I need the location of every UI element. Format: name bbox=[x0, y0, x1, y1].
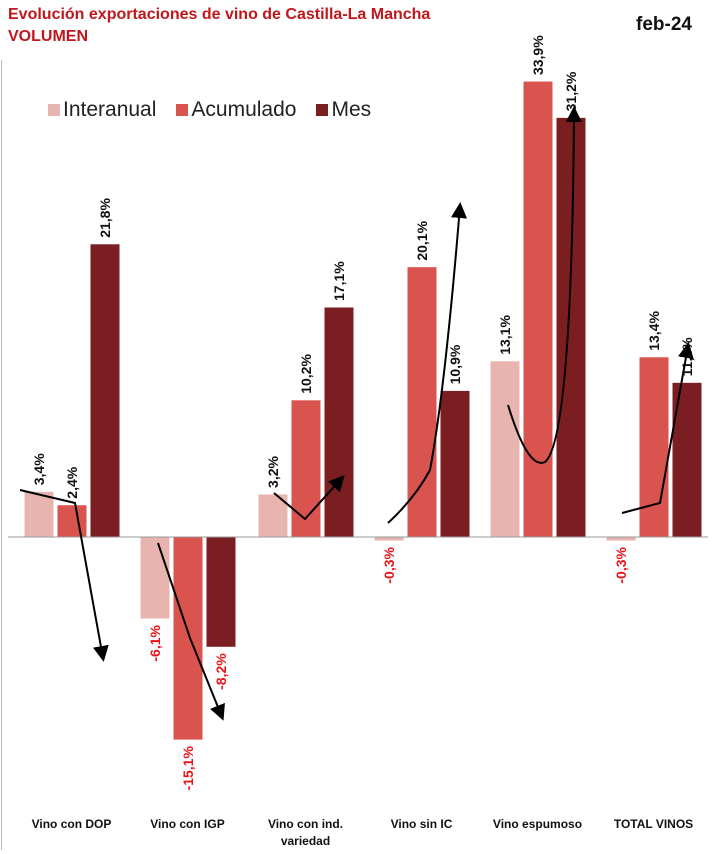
value-label-variedad-mes: 17,1% bbox=[331, 261, 347, 301]
trend-arrow-igp bbox=[157, 542, 225, 721]
chart-date: feb-24 bbox=[636, 14, 692, 35]
category-label-dop: Vino con DOP bbox=[32, 817, 112, 831]
bar-sin-ic-acumulado bbox=[406, 266, 438, 538]
value-label-igp-acumulado: -15,1% bbox=[180, 746, 196, 791]
bar-variedad-acumulado bbox=[290, 399, 322, 538]
legend-swatch-acumulado bbox=[176, 104, 189, 116]
value-label-total-acumulado: 13,4% bbox=[646, 311, 662, 351]
value-label-dop-mes: 21,8% bbox=[97, 198, 113, 238]
category-label-sin-ic: Vino sin IC bbox=[391, 817, 453, 831]
category-label-total: TOTAL VINOS bbox=[614, 817, 693, 831]
chart-title-line2: VOLUMEN bbox=[8, 28, 88, 45]
value-label-espumoso-mes: 31,2% bbox=[563, 71, 579, 111]
category-label-igp: Vino con IGP bbox=[150, 817, 224, 831]
trend-arrow-espumoso bbox=[507, 106, 582, 464]
value-label-sin-ic-acumulado: 20,1% bbox=[414, 220, 430, 260]
value-label-variedad-acumulado: 10,2% bbox=[298, 354, 314, 394]
bar-dop-acumulado bbox=[56, 504, 88, 538]
bar-variedad-mes bbox=[323, 306, 355, 538]
value-label-variedad-interanual: 3,2% bbox=[265, 455, 281, 487]
trend-arrow-dop bbox=[19, 489, 109, 662]
legend-label-interanual: Interanual bbox=[63, 98, 157, 121]
chart-title: Evolución exportaciones de vino de Casti… bbox=[8, 4, 430, 48]
chart-legend: Interanual Acumulado Mes bbox=[48, 98, 371, 122]
chart-title-line1: Evolución exportaciones de vino de Casti… bbox=[8, 6, 431, 23]
value-label-sin-ic-interanual: -0,3% bbox=[381, 546, 397, 583]
category-labels-layer: Vino con DOP Vino con IGP Vino con ind. var… bbox=[32, 817, 694, 848]
legend-item-mes: Mes bbox=[316, 98, 371, 122]
bar-igp-interanual bbox=[139, 536, 171, 620]
value-label-espumoso-acumulado: 33,9% bbox=[530, 35, 546, 75]
category-label-variedad: Vino con ind. bbox=[268, 817, 343, 831]
bar-dop-mes bbox=[89, 243, 121, 538]
value-labels-layer: 3,4% 2,4% 21,8% -6,1% -15,1% -8,2% 3,2% 10,2% 17… bbox=[31, 35, 695, 791]
category-label-variedad-line2: variedad bbox=[281, 834, 330, 848]
trend-arrow-variedad bbox=[273, 475, 345, 521]
trend-arrow-total bbox=[621, 342, 694, 514]
bar-espumoso-interanual bbox=[489, 360, 521, 538]
bars-layer bbox=[23, 80, 703, 741]
trend-arrow-sin-ic bbox=[387, 202, 467, 524]
value-label-espumoso-interanual: 13,1% bbox=[497, 315, 513, 355]
bar-sin-ic-mes bbox=[439, 389, 471, 538]
legend-swatch-interanual bbox=[48, 104, 60, 116]
value-label-dop-acumulado: 2,4% bbox=[64, 466, 80, 498]
value-label-total-interanual: -0,3% bbox=[613, 546, 629, 583]
legend-label-acumulado: Acumulado bbox=[191, 98, 297, 121]
bar-igp-acumulado bbox=[172, 536, 204, 741]
category-label-espumoso: Vino espumoso bbox=[493, 817, 582, 831]
bar-espumoso-acumulado bbox=[522, 80, 554, 538]
trend-arrows-layer bbox=[19, 106, 694, 721]
legend-swatch-mes bbox=[316, 104, 329, 116]
legend-label-mes: Mes bbox=[331, 98, 372, 121]
value-label-igp-interanual: -6,1% bbox=[147, 624, 163, 661]
legend-item-interanual: Interanual bbox=[48, 98, 156, 122]
bar-total-interanual bbox=[605, 536, 637, 542]
plot-left-border bbox=[1, 60, 2, 850]
bar-total-acumulado bbox=[638, 356, 670, 538]
legend-item-acumulado: Acumulado bbox=[176, 98, 296, 122]
value-label-sin-ic-mes: 10,9% bbox=[447, 344, 463, 384]
value-label-dop-interanual: 3,4% bbox=[31, 453, 47, 485]
value-label-igp-mes: -8,2% bbox=[213, 653, 229, 690]
bar-espumoso-mes bbox=[555, 116, 587, 538]
bar-dop-interanual bbox=[23, 490, 55, 538]
bar-sin-ic-interanual bbox=[373, 536, 405, 542]
bar-igp-mes bbox=[205, 536, 237, 648]
